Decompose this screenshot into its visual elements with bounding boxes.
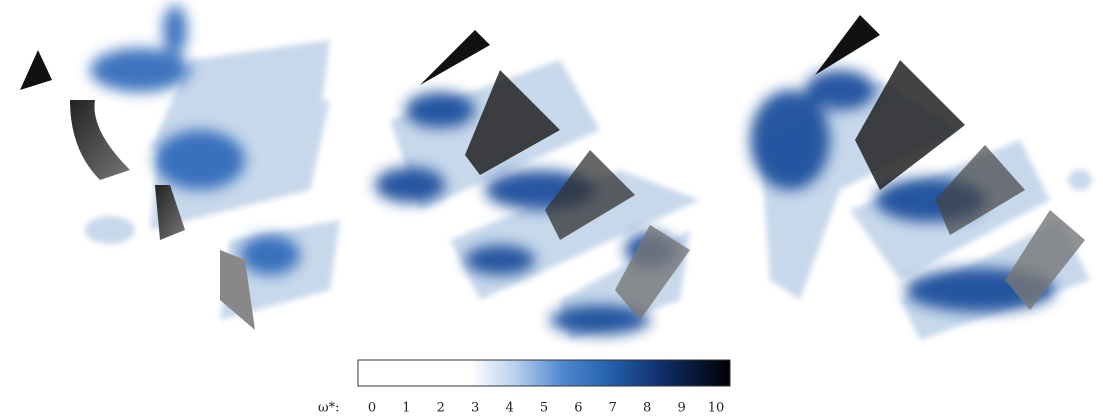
colorbar-tick-label: 4 bbox=[505, 401, 513, 416]
colorbar-tick-label: 8 bbox=[643, 401, 651, 416]
wing-section bbox=[70, 100, 130, 180]
wing-section bbox=[465, 70, 560, 175]
colorbar-label: ω*: bbox=[318, 401, 339, 416]
colorbar-tick-label: 5 bbox=[540, 401, 548, 416]
colorbar bbox=[357, 359, 731, 387]
wing-section bbox=[155, 185, 185, 240]
colorbar-tick-label: 7 bbox=[609, 401, 617, 416]
colorbar-ticks: 0 1 2 3 4 5 6 7 8 9 10 bbox=[368, 401, 724, 416]
colorbar-tick-label: 2 bbox=[437, 401, 445, 416]
wing-section bbox=[545, 150, 635, 240]
colorbar-tick-label: 0 bbox=[368, 401, 376, 416]
wing-section bbox=[420, 30, 490, 85]
colorbar-tick-label: 6 bbox=[574, 401, 582, 416]
wing-section bbox=[1005, 210, 1085, 310]
panel-1 bbox=[20, 5, 340, 330]
colorbar-tick-label: 9 bbox=[677, 401, 685, 416]
colorbar-tick-label: 3 bbox=[471, 401, 479, 416]
panel-3 bbox=[750, 15, 1092, 340]
wing-section bbox=[615, 225, 690, 320]
wing-section bbox=[20, 50, 52, 90]
colorbar-tick-label: 10 bbox=[708, 401, 725, 416]
wing-section bbox=[855, 60, 965, 190]
wing-section bbox=[935, 145, 1025, 235]
wing-section bbox=[220, 250, 255, 330]
colorbar-tick-label: 1 bbox=[402, 401, 410, 416]
wing-section bbox=[815, 15, 880, 75]
panel-2 bbox=[375, 30, 700, 340]
